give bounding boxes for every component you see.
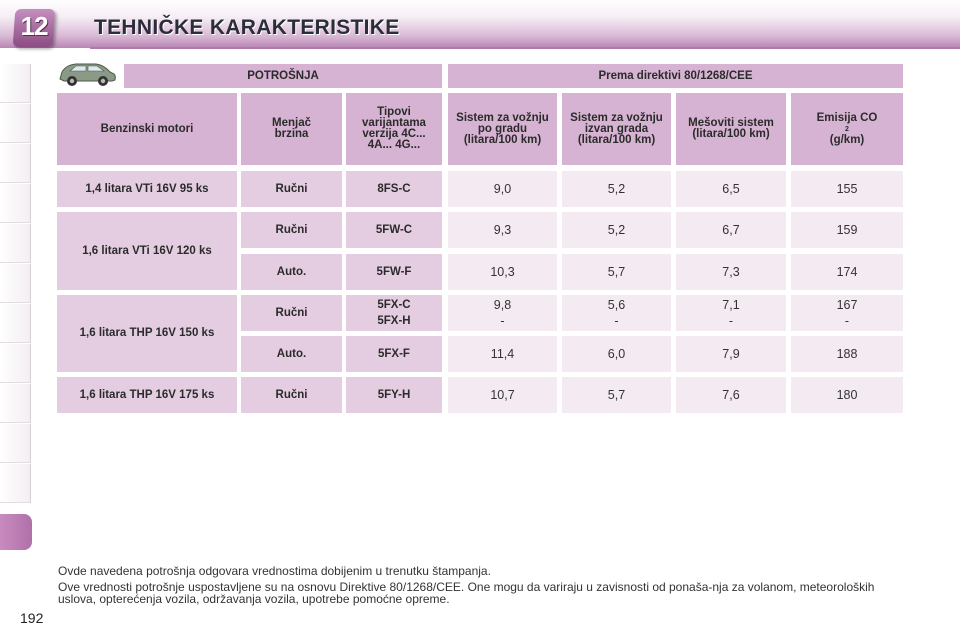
side-tab-8[interactable] [0, 344, 31, 383]
side-tab-11[interactable] [0, 464, 31, 503]
chapter-number: 12 [20, 11, 48, 41]
footnote: Ove vrednosti potrošnje uspostavljene su… [58, 580, 875, 606]
co2-text: Emisija CO [816, 111, 878, 124]
value-line: - [728, 314, 734, 328]
value-line: - [614, 314, 619, 328]
variant-cell: 5FX-C 5FX-H [346, 295, 442, 331]
co2-cell: 159 [791, 212, 903, 248]
extra-urban-cell: 5,6 - [562, 295, 671, 331]
extra-urban-cell: 5,2 [562, 212, 671, 248]
footnote: Ovde navedena potrošnja odgovara vrednos… [58, 564, 491, 578]
side-tab-6[interactable] [0, 264, 31, 303]
gearbox-cell: Ručni [241, 212, 342, 248]
co2-cell: 167 - [791, 295, 903, 331]
urban-cell: 10,7 [448, 377, 557, 413]
column-header-engine: Benzinski motori [57, 93, 237, 165]
variant-line: 5FX-H [377, 315, 411, 327]
combined-cell: 7,9 [676, 336, 786, 372]
extra-urban-cell: 5,7 [562, 254, 671, 290]
gearbox-cell: Auto. [241, 254, 342, 290]
value-line: - [844, 314, 850, 328]
extra-urban-cell: 5,2 [562, 171, 671, 207]
co2-unit: (g/km) [829, 133, 865, 146]
combined-cell: 7,6 [676, 377, 786, 413]
co2-cell: 180 [791, 377, 903, 413]
gearbox-cell: Ručni [241, 377, 342, 413]
column-header-urban: Sistem za vožnju po gradu (litara/100 km… [448, 93, 557, 165]
co2-subscript: 2 [845, 125, 849, 133]
side-tab-2[interactable] [0, 104, 31, 143]
co2-cell: 188 [791, 336, 903, 372]
side-tab-3[interactable] [0, 144, 31, 183]
column-header-extra-urban: Sistem za vožnju izvan grada (litara/100… [562, 93, 671, 165]
value-line: 167 [836, 298, 858, 312]
page-title: TEHNIČKE KARAKTERISTIKE [94, 16, 400, 39]
column-header-gearbox: Menjač brzina [241, 93, 342, 165]
combined-cell: 7,1 - [676, 295, 786, 331]
value-line: 9,8 [493, 298, 512, 312]
group-header-consumption: POTROŠNJA [124, 64, 442, 88]
side-tab-12-active[interactable] [0, 514, 32, 550]
variant-cell: 5FW-C [346, 212, 442, 248]
engine-label: 1,6 litara VTi 16V 120 ks [57, 212, 237, 290]
side-tab-5[interactable] [0, 224, 31, 263]
column-header-combined: Mešoviti sistem (litara/100 km) [676, 93, 786, 165]
extra-urban-cell: 5,7 [562, 377, 671, 413]
gearbox-cell: Auto. [241, 336, 342, 372]
co2-cell: 155 [791, 171, 903, 207]
engine-label: 1,6 litara THP 16V 175 ks [57, 377, 237, 413]
side-tab-7[interactable] [0, 304, 31, 343]
value-line: - [500, 314, 505, 328]
combined-cell: 6,7 [676, 212, 786, 248]
chapter-badge: 12 [12, 9, 56, 47]
side-tab-9[interactable] [0, 384, 31, 423]
urban-cell: 11,4 [448, 336, 557, 372]
combined-cell: 7,3 [676, 254, 786, 290]
header-band [0, 0, 960, 48]
header-divider [90, 47, 960, 49]
group-header-directive: Prema direktivi 80/1268/CEE [448, 64, 903, 88]
side-tab-1[interactable] [0, 64, 31, 103]
urban-cell: 9,3 [448, 212, 557, 248]
side-tab-strip [0, 64, 36, 574]
gearbox-cell: Ručni [241, 295, 342, 331]
column-header-variants: Tipovi varijantama verzija 4C... 4A... 4… [346, 93, 442, 165]
variant-cell: 8FS-C [346, 171, 442, 207]
value-line: 5,6 [607, 298, 626, 312]
variant-line: 5FX-C [377, 299, 411, 311]
side-tab-10[interactable] [0, 424, 31, 463]
urban-cell: 9,8 - [448, 295, 557, 331]
page-number: 192 [20, 610, 44, 626]
combined-cell: 6,5 [676, 171, 786, 207]
column-header-co2: Emisija CO 2 (g/km) [791, 93, 903, 165]
value-line: 7,1 [722, 298, 740, 312]
variant-cell: 5FY-H [346, 377, 442, 413]
extra-urban-cell: 6,0 [562, 336, 671, 372]
co2-label: Emisija CO 2 [816, 111, 878, 135]
urban-cell: 9,0 [448, 171, 557, 207]
gearbox-cell: Ručni [241, 171, 342, 207]
side-tab-4[interactable] [0, 184, 31, 223]
urban-cell: 10,3 [448, 254, 557, 290]
variant-cell: 5FX-F [346, 336, 442, 372]
engine-label: 1,4 litara VTi 16V 95 ks [57, 171, 237, 207]
car-icon [59, 63, 116, 86]
engine-label: 1,6 litara THP 16V 150 ks [57, 295, 237, 372]
co2-cell: 174 [791, 254, 903, 290]
variant-cell: 5FW-F [346, 254, 442, 290]
